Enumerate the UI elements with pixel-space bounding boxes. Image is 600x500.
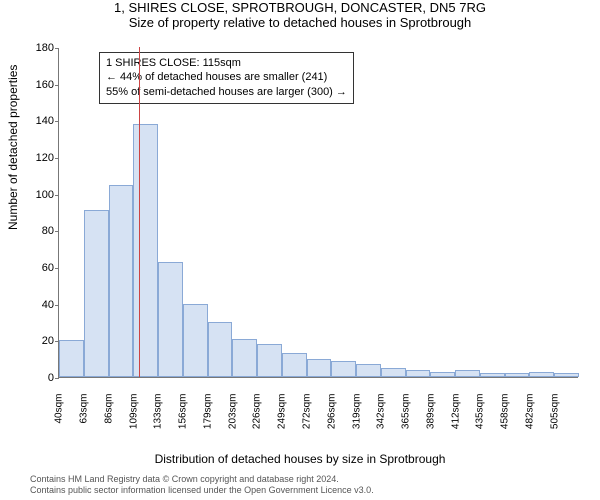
x-tick-label: 226sqm xyxy=(252,394,263,434)
x-axis-label: Distribution of detached houses by size … xyxy=(0,452,600,466)
footer-line-1: Contains HM Land Registry data © Crown c… xyxy=(30,474,600,485)
y-tick-label: 160 xyxy=(24,79,54,91)
histogram-bar xyxy=(554,373,579,377)
y-tick-mark xyxy=(55,121,59,122)
x-tick-label: 109sqm xyxy=(128,394,139,434)
x-tick-label: 63sqm xyxy=(79,394,90,434)
histogram-bar xyxy=(183,304,208,377)
x-tick-label: 40sqm xyxy=(54,394,65,434)
annotation-line: ← 44% of detached houses are smaller (24… xyxy=(106,70,347,85)
histogram-bar xyxy=(59,340,84,377)
histogram-bar xyxy=(84,210,109,377)
histogram-bar xyxy=(331,361,356,378)
annotation-box: 1 SHIRES CLOSE: 115sqm← 44% of detached … xyxy=(99,52,354,105)
x-tick-label: 179sqm xyxy=(202,394,213,434)
x-tick-label: 342sqm xyxy=(376,394,387,434)
y-tick-label: 40 xyxy=(24,299,54,311)
histogram-bar xyxy=(406,370,431,377)
x-tick-label: 389sqm xyxy=(425,394,436,434)
y-tick-label: 140 xyxy=(24,115,54,127)
footer-attribution: Contains HM Land Registry data © Crown c… xyxy=(0,474,600,496)
histogram-bar xyxy=(208,322,233,377)
y-tick-label: 100 xyxy=(24,189,54,201)
histogram-bar xyxy=(505,373,530,377)
histogram-bar xyxy=(480,373,505,377)
x-tick-label: 482sqm xyxy=(524,394,535,434)
annotation-line: 55% of semi-detached houses are larger (… xyxy=(106,85,347,100)
page-title: 1, SHIRES CLOSE, SPROTBROUGH, DONCASTER,… xyxy=(0,0,600,15)
y-tick-mark xyxy=(55,195,59,196)
histogram-bar xyxy=(158,262,183,378)
x-tick-label: 435sqm xyxy=(475,394,486,434)
x-tick-label: 133sqm xyxy=(153,394,164,434)
histogram-bar xyxy=(455,370,480,377)
histogram-bar xyxy=(356,364,381,377)
y-tick-mark xyxy=(55,158,59,159)
histogram-bar xyxy=(109,185,134,378)
y-tick-label: 80 xyxy=(24,225,54,237)
x-tick-label: 365sqm xyxy=(401,394,412,434)
histogram-chart: 1 SHIRES CLOSE: 115sqm← 44% of detached … xyxy=(58,48,578,418)
x-tick-label: 272sqm xyxy=(302,394,313,434)
y-tick-label: 60 xyxy=(24,262,54,274)
y-tick-label: 180 xyxy=(24,42,54,54)
histogram-bar xyxy=(282,353,307,377)
histogram-bar xyxy=(430,372,455,378)
x-tick-label: 156sqm xyxy=(178,394,189,434)
plot-area: 1 SHIRES CLOSE: 115sqm← 44% of detached … xyxy=(58,48,578,378)
x-tick-label: 505sqm xyxy=(549,394,560,434)
annotation-line: 1 SHIRES CLOSE: 115sqm xyxy=(106,56,347,71)
y-axis-label: Number of detached properties xyxy=(6,65,20,230)
x-tick-label: 86sqm xyxy=(103,394,114,434)
x-tick-label: 412sqm xyxy=(450,394,461,434)
histogram-bar xyxy=(257,344,282,377)
y-tick-mark xyxy=(55,378,59,379)
x-tick-label: 249sqm xyxy=(277,394,288,434)
y-tick-mark xyxy=(55,48,59,49)
y-tick-mark xyxy=(55,268,59,269)
x-tick-label: 203sqm xyxy=(227,394,238,434)
y-tick-label: 20 xyxy=(24,335,54,347)
marker-line xyxy=(139,47,140,377)
histogram-bar xyxy=(307,359,332,377)
histogram-bar xyxy=(529,372,554,378)
histogram-bar xyxy=(133,124,158,377)
y-tick-mark xyxy=(55,305,59,306)
histogram-bar xyxy=(381,368,406,377)
y-tick-mark xyxy=(55,85,59,86)
x-tick-label: 458sqm xyxy=(500,394,511,434)
x-tick-label: 296sqm xyxy=(326,394,337,434)
y-tick-label: 0 xyxy=(24,372,54,384)
footer-line-2: Contains public sector information licen… xyxy=(30,485,600,496)
y-tick-mark xyxy=(55,231,59,232)
x-tick-label: 319sqm xyxy=(351,394,362,434)
y-tick-label: 120 xyxy=(24,152,54,164)
histogram-bar xyxy=(232,339,257,378)
page-subtitle: Size of property relative to detached ho… xyxy=(0,15,600,30)
